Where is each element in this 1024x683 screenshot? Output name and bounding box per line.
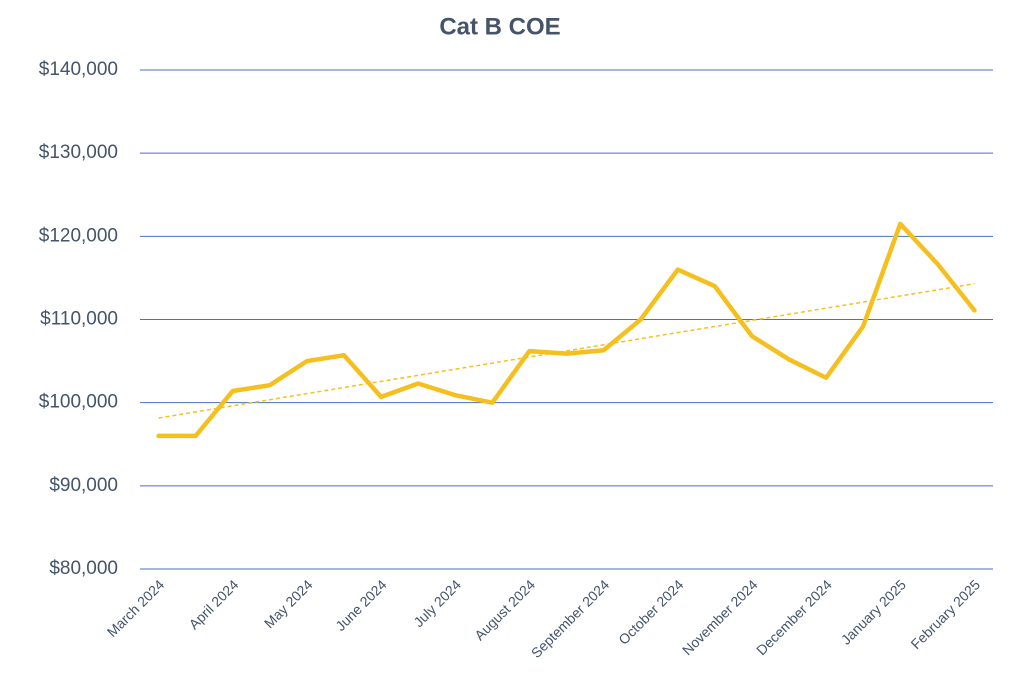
x-tick-label: November 2024 <box>679 576 761 658</box>
x-tick-label: April 2024 <box>186 576 242 632</box>
x-tick-label: June 2024 <box>332 576 390 634</box>
y-tick-label: $90,000 <box>49 475 118 496</box>
y-tick-label: $110,000 <box>40 309 118 330</box>
x-tick-label: October 2024 <box>615 576 686 647</box>
chart-title: Cat B COE <box>439 13 560 40</box>
x-tick-label: January 2025 <box>838 576 909 647</box>
y-tick-label: $80,000 <box>49 558 118 579</box>
y-tick-label: $130,000 <box>39 142 118 163</box>
x-tick-label: July 2024 <box>410 576 464 630</box>
trendline <box>158 283 975 419</box>
x-tick-label: September 2024 <box>528 576 613 661</box>
y-tick-label: $100,000 <box>39 392 118 413</box>
x-tick-label: February 2025 <box>907 576 983 652</box>
y-tick-label: $120,000 <box>39 225 118 246</box>
x-tick-label: August 2024 <box>471 576 538 643</box>
y-tick-label: $140,000 <box>39 59 118 80</box>
x-tick-label: December 2024 <box>753 576 835 658</box>
data-line <box>156 221 977 439</box>
x-tick-label: May 2024 <box>261 576 316 631</box>
x-tick-label: March 2024 <box>104 576 168 640</box>
